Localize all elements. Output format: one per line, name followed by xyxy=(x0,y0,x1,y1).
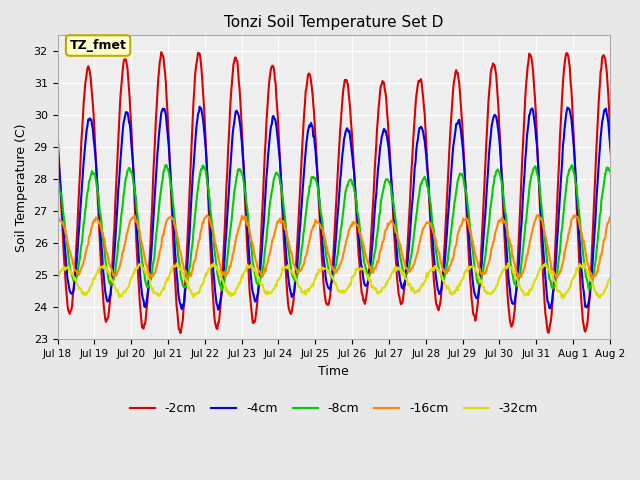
-8cm xyxy=(415,195,422,201)
-8cm xyxy=(123,173,131,179)
-8cm xyxy=(233,175,241,180)
-4cm xyxy=(196,104,204,109)
-2cm xyxy=(233,58,241,63)
-8cm xyxy=(218,288,226,293)
-16cm xyxy=(123,231,131,237)
-2cm xyxy=(54,130,61,135)
Line: -32cm: -32cm xyxy=(58,263,640,298)
-8cm xyxy=(262,241,269,247)
-4cm xyxy=(262,187,269,192)
-2cm xyxy=(177,330,184,336)
Title: Tonzi Soil Temperature Set D: Tonzi Soil Temperature Set D xyxy=(224,15,444,30)
-4cm xyxy=(448,165,456,170)
-32cm xyxy=(446,290,454,296)
-16cm xyxy=(54,217,61,223)
-32cm xyxy=(413,289,421,295)
-16cm xyxy=(588,276,596,281)
-32cm xyxy=(558,295,566,301)
-4cm xyxy=(284,272,292,278)
Line: -4cm: -4cm xyxy=(58,107,640,310)
Legend: -2cm, -4cm, -8cm, -16cm, -32cm: -2cm, -4cm, -8cm, -16cm, -32cm xyxy=(125,397,543,420)
-2cm xyxy=(123,60,131,66)
-8cm xyxy=(162,162,170,168)
-8cm xyxy=(448,225,456,230)
-16cm xyxy=(534,213,542,218)
-4cm xyxy=(214,307,222,312)
-16cm xyxy=(283,230,291,236)
-2cm xyxy=(448,109,456,115)
Line: -2cm: -2cm xyxy=(58,52,640,333)
-16cm xyxy=(446,264,454,269)
-4cm xyxy=(123,110,131,116)
-2cm xyxy=(415,78,422,84)
-2cm xyxy=(262,137,269,143)
-4cm xyxy=(415,131,422,136)
-2cm xyxy=(157,49,165,55)
-2cm xyxy=(284,300,292,305)
-4cm xyxy=(54,147,61,153)
-16cm xyxy=(231,242,239,248)
-8cm xyxy=(54,175,61,180)
-4cm xyxy=(233,108,241,114)
Line: -16cm: -16cm xyxy=(58,216,640,278)
Text: TZ_fmet: TZ_fmet xyxy=(70,39,127,52)
-32cm xyxy=(283,264,291,270)
Y-axis label: Soil Temperature (C): Soil Temperature (C) xyxy=(15,123,28,252)
Line: -8cm: -8cm xyxy=(58,165,640,290)
X-axis label: Time: Time xyxy=(318,365,349,378)
-32cm xyxy=(504,260,512,266)
-32cm xyxy=(231,291,239,297)
-32cm xyxy=(54,276,61,281)
-16cm xyxy=(413,251,421,256)
-32cm xyxy=(260,288,268,293)
-8cm xyxy=(284,244,292,250)
-16cm xyxy=(260,270,268,276)
-32cm xyxy=(123,287,131,292)
